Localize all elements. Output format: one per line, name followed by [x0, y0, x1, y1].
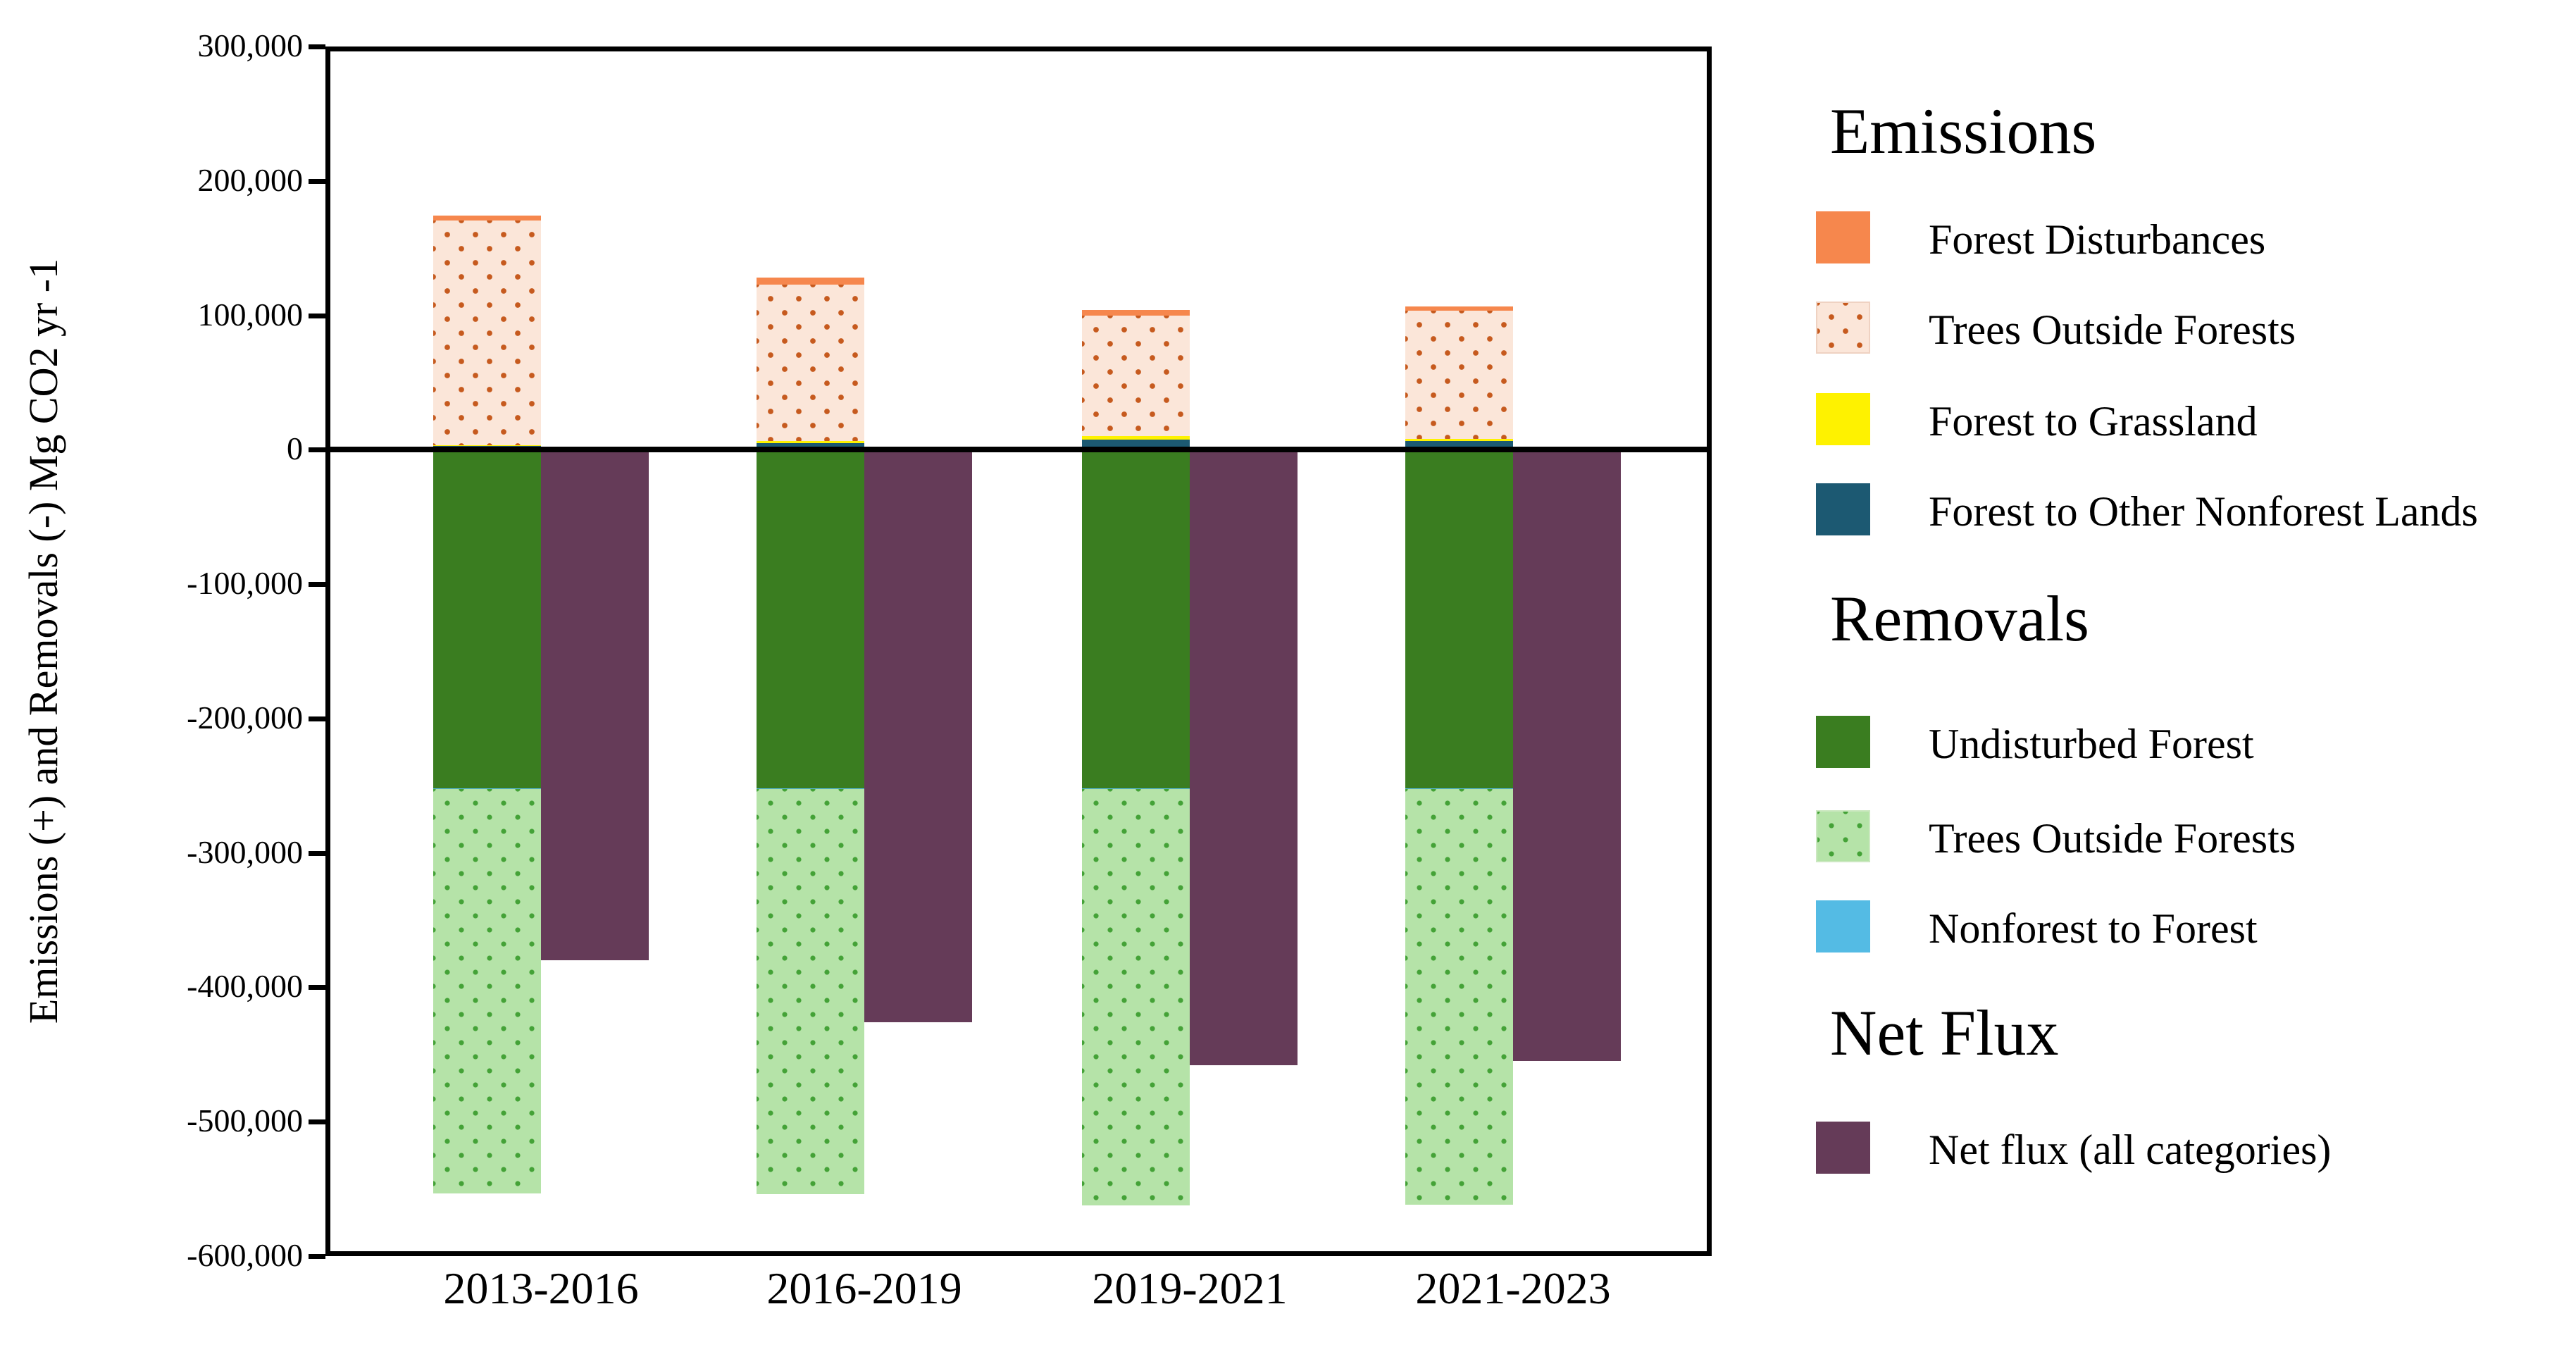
x-category-label: 2019-2021 — [1092, 1263, 1288, 1313]
bar-segment-nonforest-to-forest — [1405, 788, 1513, 790]
bar-segment-trees-outside-forests-emissions- — [757, 284, 864, 441]
bar-net-flux — [1190, 449, 1298, 1066]
y-tick-label: -200,000 — [187, 699, 303, 736]
y-tick-mark — [309, 1254, 325, 1259]
bar-segment-nonforest-to-forest — [1082, 788, 1190, 790]
legend-label: Net flux (all categories) — [1929, 1127, 2332, 1173]
bar-segment-forest-to-grassland — [1405, 439, 1513, 442]
bar-segment-forest-to-grassland — [757, 440, 864, 444]
legend-section-title: Removals — [1830, 583, 2089, 654]
bar-segment-undisturbed-forest — [1405, 449, 1513, 789]
bar-segment-trees-outside-forests-removals- — [433, 789, 541, 1194]
bar-segment-undisturbed-forest — [757, 449, 864, 789]
bar-segment-forest-disturbances — [1082, 309, 1190, 316]
y-tick-mark — [309, 716, 325, 721]
y-axis-title: Emissions (+) and Removals (-) Mg CO2 yr… — [20, 258, 66, 1024]
x-category-label: 2013-2016 — [443, 1263, 639, 1313]
y-tick-mark — [309, 1119, 325, 1125]
legend-label: Nonforest to Forest — [1929, 905, 2258, 952]
legend-label: Trees Outside Forests — [1929, 306, 2296, 353]
y-tick-label: -600,000 — [187, 1237, 303, 1273]
legend-swatch-forest-disturbances — [1816, 211, 1870, 263]
x-category-label: 2021-2023 — [1415, 1263, 1611, 1313]
bar-segment-forest-to-grassland — [433, 445, 541, 447]
legend-swatch-trees-outside-forests — [1816, 302, 1870, 354]
bar-segment-trees-outside-forests-removals- — [1405, 789, 1513, 1205]
legend-label: Forest Disturbances — [1929, 216, 2266, 263]
bar-net-flux — [864, 449, 972, 1023]
y-tick-label: 0 — [287, 430, 303, 467]
legend-label: Forest to Other Nonforest Lands — [1929, 488, 2478, 535]
y-tick-label: 100,000 — [197, 296, 304, 333]
y-tick-mark — [309, 985, 325, 991]
legend-swatch-trees-outside-forests — [1816, 810, 1870, 862]
bar-segment-nonforest-to-forest — [757, 788, 864, 790]
legend-swatch-forest-to-grassland — [1816, 393, 1870, 445]
bar-segment-forest-disturbances — [1405, 306, 1513, 311]
bar-segment-forest-to-grassland — [1082, 436, 1190, 440]
y-tick-label: 200,000 — [197, 161, 304, 198]
legend-swatch-net-flux-all-categories- — [1816, 1122, 1870, 1174]
bar-segment-undisturbed-forest — [1082, 449, 1190, 789]
bar-segment-forest-disturbances — [433, 215, 541, 221]
y-tick-mark — [309, 850, 325, 856]
zero-axis-line — [325, 447, 1712, 453]
bar-segment-undisturbed-forest — [433, 449, 541, 789]
y-tick-label: -300,000 — [187, 833, 303, 870]
y-tick-label: -100,000 — [187, 565, 303, 602]
bar-segment-trees-outside-forests-removals- — [1082, 789, 1190, 1205]
legend-section-title: Emissions — [1830, 95, 2097, 167]
y-tick-mark — [309, 178, 325, 184]
y-tick-mark — [309, 44, 325, 49]
bar-segment-nonforest-to-forest — [433, 788, 541, 790]
y-tick-label: -400,000 — [187, 968, 303, 1005]
bar-segment-trees-outside-forests-removals- — [757, 789, 864, 1194]
legend-swatch-undisturbed-forest — [1816, 716, 1870, 768]
legend-label: Undisturbed Forest — [1929, 721, 2254, 767]
bar-segment-forest-disturbances — [757, 278, 864, 285]
y-tick-label: 300,000 — [197, 27, 304, 63]
bar-segment-trees-outside-forests-emissions- — [1405, 311, 1513, 440]
legend-swatch-nonforest-to-forest — [1816, 900, 1870, 952]
bar-segment-trees-outside-forests-emissions- — [433, 221, 541, 446]
bar-segment-trees-outside-forests-emissions- — [1082, 315, 1190, 437]
bar-net-flux — [541, 449, 649, 961]
bar-segment-forest-to-other-nonforest-lands — [757, 443, 864, 450]
legend-label: Forest to Grassland — [1929, 398, 2258, 445]
y-tick-mark — [309, 313, 325, 318]
legend-swatch-forest-to-other-nonforest-lands — [1816, 483, 1870, 535]
y-tick-mark — [309, 582, 325, 588]
y-tick-label: -500,000 — [187, 1103, 303, 1139]
legend-label: Trees Outside Forests — [1929, 815, 2296, 862]
bar-net-flux — [1513, 449, 1621, 1062]
legend-section-title: Net Flux — [1830, 997, 2059, 1069]
x-category-label: 2016-2019 — [766, 1263, 962, 1313]
y-tick-mark — [309, 447, 325, 453]
